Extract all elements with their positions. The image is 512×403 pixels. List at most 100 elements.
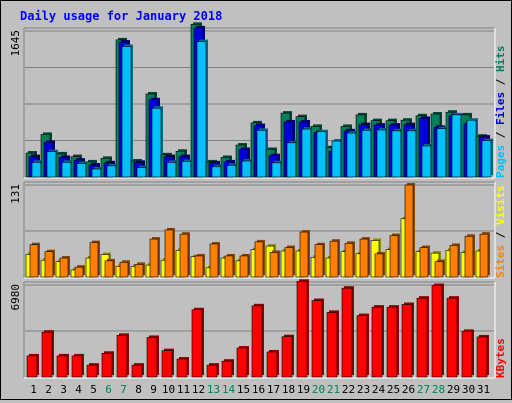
legend-item: Sites [494, 245, 507, 278]
pages-bar [61, 162, 72, 178]
x-tick-label: 25 [387, 383, 400, 396]
legend-item: Visits [494, 185, 507, 225]
sites-bar [194, 255, 204, 278]
kbytes-bar [356, 315, 368, 378]
legend-item: KBytes [494, 338, 507, 378]
sites-bar [344, 242, 354, 278]
x-tick-label: 18 [282, 383, 295, 396]
sites-bar [149, 238, 159, 278]
legend-item: Hits [494, 46, 507, 73]
sites-bar [74, 266, 84, 278]
sites-bar [89, 242, 99, 278]
pages-bar [346, 132, 357, 178]
pages-bar [226, 165, 237, 178]
sites-bar [119, 261, 129, 278]
kbytes-bar [116, 335, 128, 378]
sites-bar [299, 231, 309, 278]
pages-bar [421, 145, 432, 178]
pages-bar [76, 163, 87, 178]
pages-bar [316, 131, 327, 178]
pages-bar [406, 130, 417, 178]
kbytes-bar [26, 355, 38, 378]
sites-bar [269, 252, 279, 278]
pages-bar [331, 140, 342, 178]
kbytes-bar [311, 300, 323, 378]
sites-bar [239, 255, 249, 278]
x-tick-label: 19 [297, 383, 310, 396]
pages-bar [286, 142, 297, 178]
x-tick-label: 22 [342, 383, 355, 396]
x-tick-label: 8 [135, 383, 142, 396]
kbytes-bar [281, 336, 293, 378]
y-max-label: 131 [9, 184, 22, 204]
kbytes-bar [386, 306, 398, 378]
legend-item: / [494, 72, 507, 92]
x-tick-label: 23 [357, 383, 370, 396]
pages-bar [31, 162, 42, 178]
legend-item: Pages [494, 145, 507, 178]
sites-bar [359, 238, 369, 278]
x-tick-label: 11 [177, 383, 190, 396]
x-tick-label: 21 [327, 383, 340, 396]
kbytes-bar [341, 287, 353, 378]
x-tick-label: 17 [267, 383, 280, 396]
pages-bar [46, 151, 57, 178]
sites-bar [164, 229, 174, 278]
sites-bar [389, 235, 399, 278]
kbytes-bar [56, 355, 68, 378]
kbytes-bar [221, 360, 233, 378]
kbytes-bar [86, 364, 98, 378]
kbytes-bar [146, 337, 158, 378]
sites-bar [374, 253, 384, 278]
kbytes-bar [371, 306, 383, 378]
x-tick-label: 26 [402, 383, 415, 396]
pages-bar [256, 130, 267, 178]
pages-bar [361, 130, 372, 178]
x-tick-label: 12 [192, 383, 205, 396]
x-tick-label: 24 [372, 383, 386, 396]
pages-bar [481, 140, 492, 178]
x-tick-label: 9 [150, 383, 157, 396]
kbytes-bar [101, 352, 113, 378]
pages-bar [451, 114, 462, 178]
x-tick-label: 7 [120, 383, 127, 396]
sites-bar [104, 260, 114, 278]
x-tick-label: 30 [462, 383, 475, 396]
chart-title: Daily usage for January 2018 [20, 9, 223, 23]
x-tick-label: 31 [477, 383, 490, 396]
sites-bar [434, 261, 444, 278]
kbytes-bar [416, 297, 428, 378]
sites-bar [419, 247, 429, 278]
sites-bar [314, 244, 324, 278]
kbytes-bar [431, 285, 443, 378]
pages-bar [106, 165, 117, 178]
pages-bar [151, 107, 162, 178]
x-tick-label: 15 [237, 383, 250, 396]
x-tick-label: 28 [432, 383, 445, 396]
x-tick-label: 14 [222, 383, 236, 396]
sites-bar [29, 244, 39, 278]
pages-bar [181, 161, 192, 178]
y-max-label: 6980 [9, 284, 22, 311]
kbytes-bar [251, 305, 263, 378]
kbytes-bar [206, 364, 218, 378]
x-tick-label: 3 [60, 383, 67, 396]
legend-item: / [494, 225, 507, 245]
legend: Pages / Files / Hits [494, 46, 507, 179]
sites-bar [209, 243, 219, 278]
sites-bar [449, 245, 459, 278]
kbytes-bar [461, 331, 473, 378]
legend-item: Files [494, 92, 507, 125]
x-tick-label: 1 [30, 383, 37, 396]
kbytes-bar [236, 347, 248, 378]
sites-bar [134, 264, 144, 278]
x-tick-label: 27 [417, 383, 430, 396]
x-tick-label: 5 [90, 383, 97, 396]
sites-bar [59, 257, 69, 278]
sites-bar [284, 247, 294, 278]
pages-bar [241, 160, 252, 178]
sites-bar [464, 235, 474, 278]
sites-bar [179, 233, 189, 278]
x-tick-label: 10 [162, 383, 175, 396]
